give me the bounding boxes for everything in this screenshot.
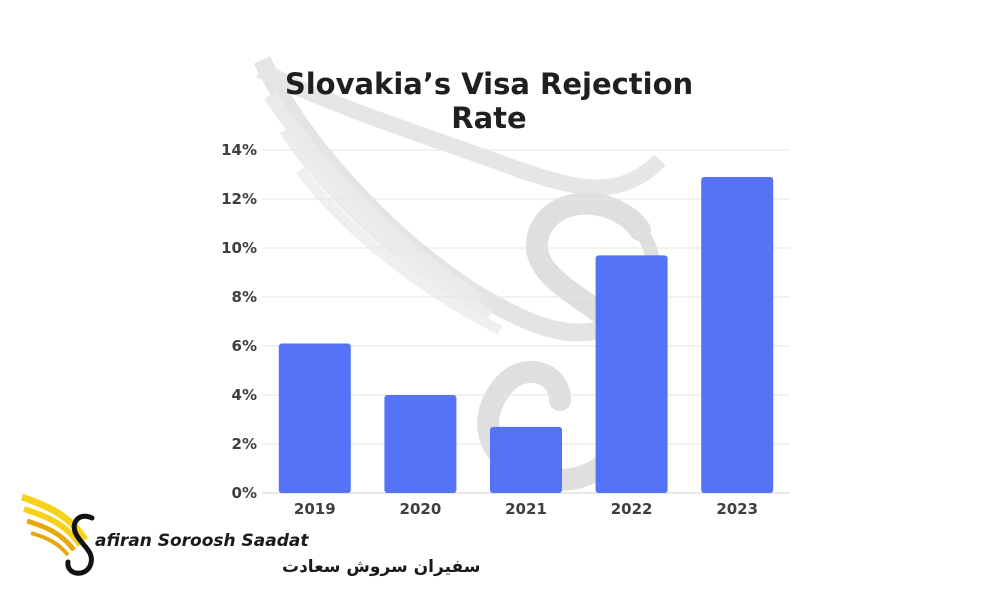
y-tick-label: 2% — [232, 435, 257, 453]
y-tick-label: 8% — [232, 288, 257, 306]
x-tick-label: 2023 — [716, 500, 758, 518]
brand-name-fa: سفیران سروش سعادت — [282, 557, 480, 577]
wing-logo-icon — [20, 493, 95, 576]
y-tick-label: 0% — [232, 484, 257, 502]
brand-logo: afiran Soroosh Saadat سفیران سروش سعادت — [20, 493, 480, 577]
watermark-wing-icon — [253, 56, 666, 342]
y-tick-label: 14% — [221, 141, 257, 159]
bar-2023 — [701, 176, 774, 493]
y-tick-label: 10% — [221, 239, 257, 257]
y-tick-label: 12% — [221, 190, 257, 208]
x-axis: 2019 2020 2021 2022 2023 — [294, 500, 758, 518]
x-tick-label: 2020 — [400, 500, 442, 518]
bar-2019 — [278, 343, 351, 493]
x-tick-label: 2019 — [294, 500, 336, 518]
bars — [278, 176, 774, 493]
x-tick-label: 2022 — [611, 500, 653, 518]
brand-name-en: afiran Soroosh Saadat — [95, 531, 309, 551]
chart-title-line-2: Rate — [451, 101, 526, 135]
y-tick-label: 6% — [232, 337, 257, 355]
bar-2022 — [595, 255, 668, 493]
y-tick-label: 4% — [232, 386, 257, 404]
x-tick-label: 2021 — [505, 500, 547, 518]
chart-title-line-1: Slovakia’s Visa Rejection — [285, 67, 693, 101]
bar-2020 — [384, 395, 457, 493]
bar-2021 — [490, 426, 562, 493]
y-axis: 0% 2% 4% 6% 8% 10% 12% 14% — [221, 141, 257, 502]
